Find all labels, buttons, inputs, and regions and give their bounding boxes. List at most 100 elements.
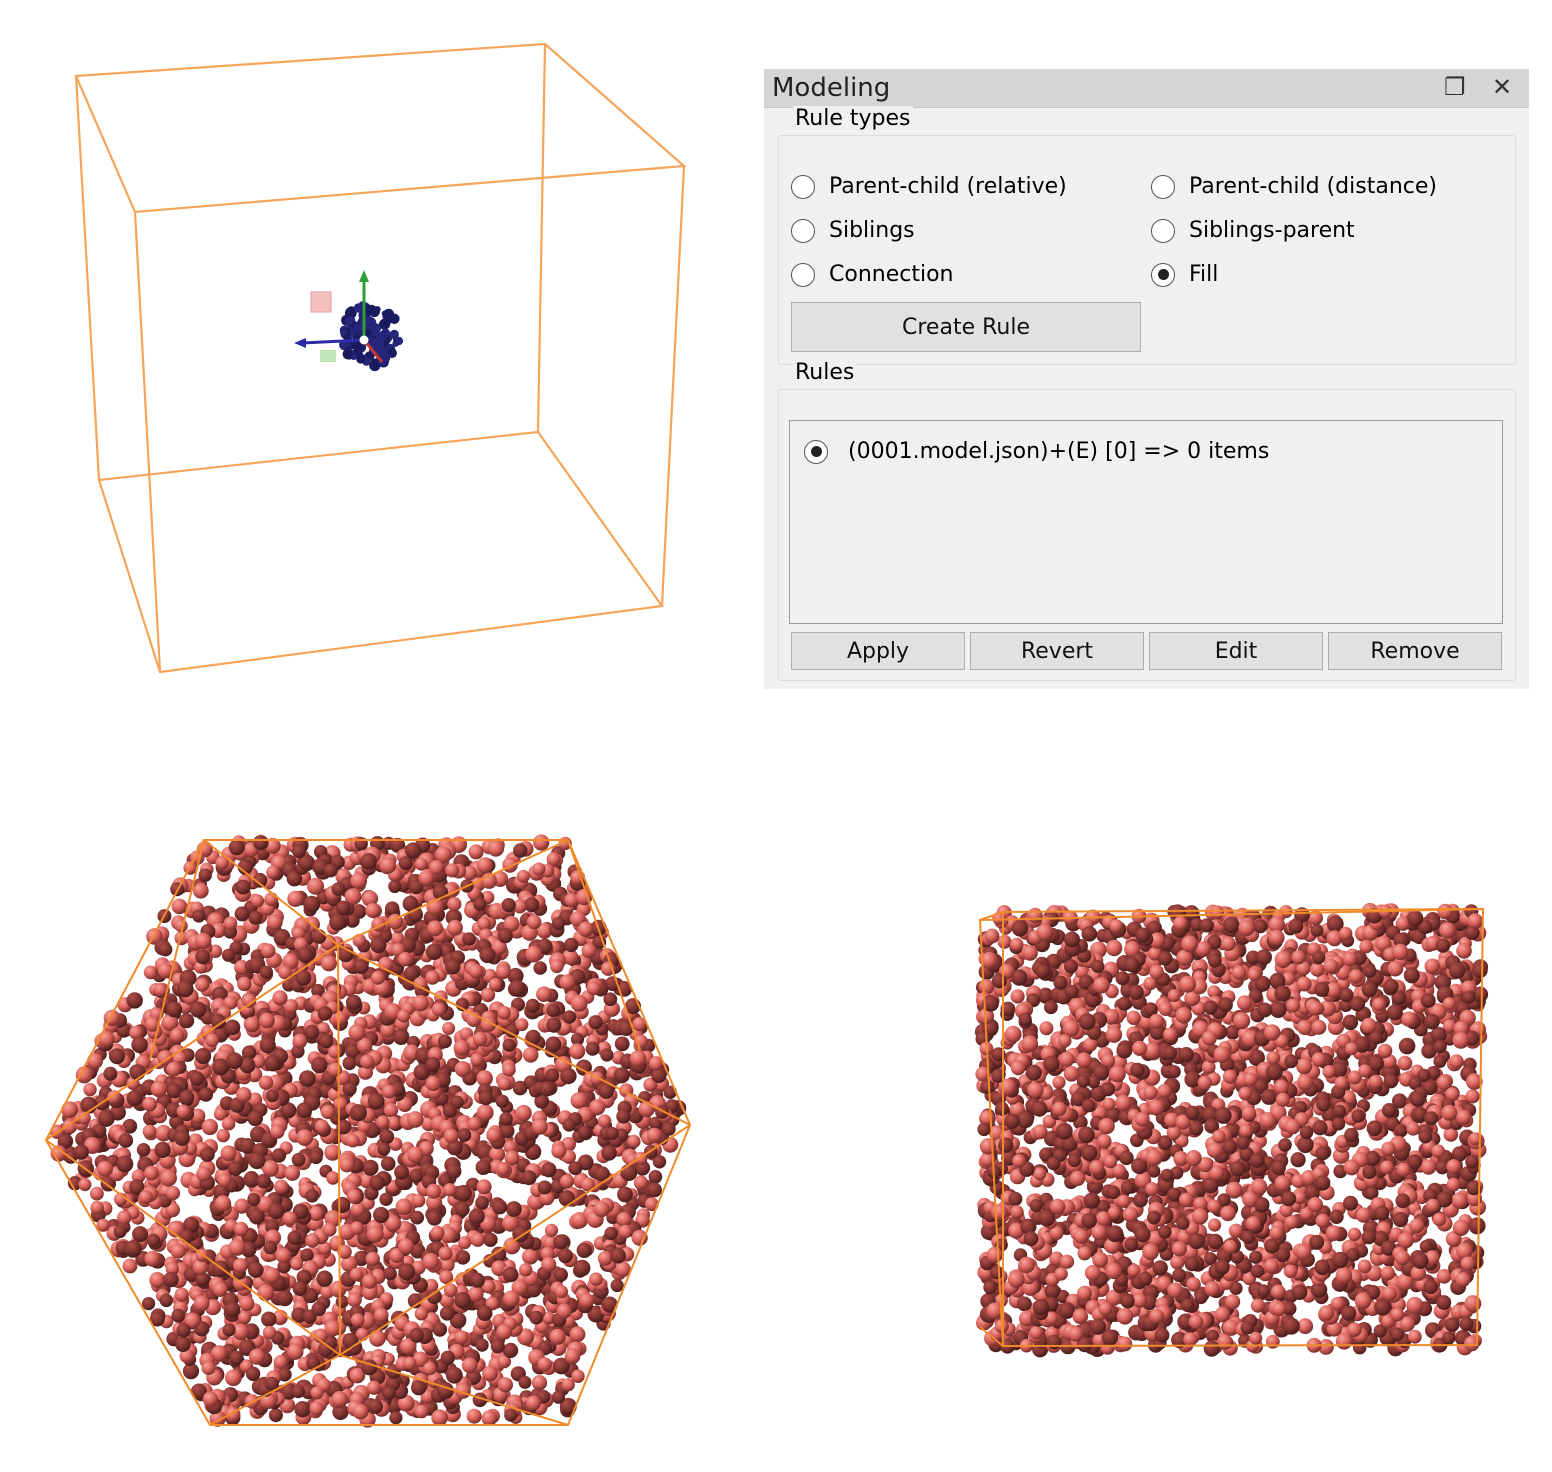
sphere [1356,1207,1372,1223]
sphere [1056,1122,1073,1140]
sphere [323,863,338,878]
sphere [1207,1199,1221,1214]
sphere [150,1080,168,1098]
radio-circle[interactable] [791,218,815,243]
radio-connection[interactable]: Connection [791,262,953,287]
sphere [986,1246,1003,1264]
axis-gizmo[interactable] [294,270,384,363]
sphere [1167,989,1181,1003]
sphere [129,1179,145,1195]
sphere [1185,1105,1200,1120]
sphere [189,1071,205,1086]
sphere [201,1118,219,1136]
sphere [648,1056,664,1071]
float-window-icon[interactable]: ❐ [1444,73,1466,101]
viewport-empty-box[interactable] [30,30,720,690]
radio-parent-child-distance[interactable]: Parent-child (distance) [1151,174,1437,199]
sphere [616,1109,631,1124]
rules-list[interactable]: (0001.model.json)+(E) [0] => 0 items [789,420,1503,624]
viewport-filled-box-front[interactable] [960,890,1500,1360]
sphere [247,1110,263,1127]
sphere [1031,1101,1048,1117]
radio-parent-child-relative[interactable]: Parent-child (relative) [791,174,1067,199]
sphere [593,1201,610,1218]
apply-button[interactable]: Apply [791,632,965,670]
sphere [292,1033,308,1049]
sphere [221,948,236,962]
sphere [443,1283,458,1298]
sphere [376,1115,390,1129]
sphere [427,920,444,937]
sphere [198,868,212,882]
sphere [551,1143,567,1159]
create-rule-button[interactable]: Create Rule [791,302,1141,352]
sphere [1419,1239,1433,1253]
sphere [265,1376,279,1391]
radio-circle[interactable] [1151,174,1175,199]
sphere [1131,1157,1148,1175]
sphere [1178,1192,1194,1208]
sphere [174,1287,189,1302]
sphere [1449,1054,1464,1069]
sphere [244,1016,260,1032]
sphere [1004,1113,1020,1129]
sphere [1105,939,1123,957]
sphere [564,893,579,908]
rule-list-item[interactable]: (0001.model.json)+(E) [0] => 0 items [804,439,1269,464]
sphere [1312,950,1326,965]
molecule[interactable] [339,301,404,372]
sphere [487,840,505,857]
sphere [1230,1160,1246,1177]
sphere [1455,1272,1471,1287]
radio-circle[interactable] [1151,262,1175,287]
remove-button[interactable]: Remove [1328,632,1502,670]
sphere [1335,1267,1353,1284]
sphere [277,1367,292,1382]
sphere [263,1240,278,1255]
sphere [235,879,251,895]
sphere [1059,1051,1075,1067]
sphere [477,916,491,931]
fill-box-wireframe [44,839,692,1426]
sphere [1105,1262,1122,1280]
sphere [1058,1302,1076,1319]
panel-titlebar[interactable]: Modeling ❐ ✕ [764,69,1529,108]
radio-circle[interactable] [1151,218,1175,243]
sphere [1265,1334,1280,1349]
edit-button[interactable]: Edit [1149,632,1323,670]
sphere [327,1062,343,1077]
radio-label: Siblings [829,218,915,243]
viewport-filled-box-diagonal[interactable] [30,820,710,1440]
radio-siblings[interactable]: Siblings [791,218,915,243]
close-icon[interactable]: ✕ [1492,73,1513,101]
sphere [258,1075,274,1090]
sphere [521,1170,537,1186]
sphere [1106,1185,1121,1200]
sphere [1392,943,1409,961]
sphere [457,1128,472,1142]
sphere [158,942,173,957]
radio-circle[interactable] [804,439,828,464]
radio-circle[interactable] [791,262,815,287]
radio-siblings-parent[interactable]: Siblings-parent [1151,218,1355,243]
sphere [405,842,422,859]
sphere [1335,1333,1353,1350]
sphere [1173,916,1188,931]
sphere [412,1194,426,1208]
sphere [333,1011,348,1026]
sphere [183,1216,200,1234]
sphere [542,1311,555,1325]
sphere [306,1356,321,1371]
sphere [291,1307,307,1323]
sphere [476,857,493,874]
sphere [224,1301,241,1318]
revert-button[interactable]: Revert [970,632,1144,670]
sphere [1225,1181,1243,1199]
sphere [475,1159,491,1176]
sphere [1018,1012,1032,1026]
radio-circle[interactable] [791,174,815,199]
sphere [1291,950,1306,965]
sphere [366,1380,381,1395]
sphere [322,1222,337,1237]
radio-fill[interactable]: Fill [1151,262,1218,287]
